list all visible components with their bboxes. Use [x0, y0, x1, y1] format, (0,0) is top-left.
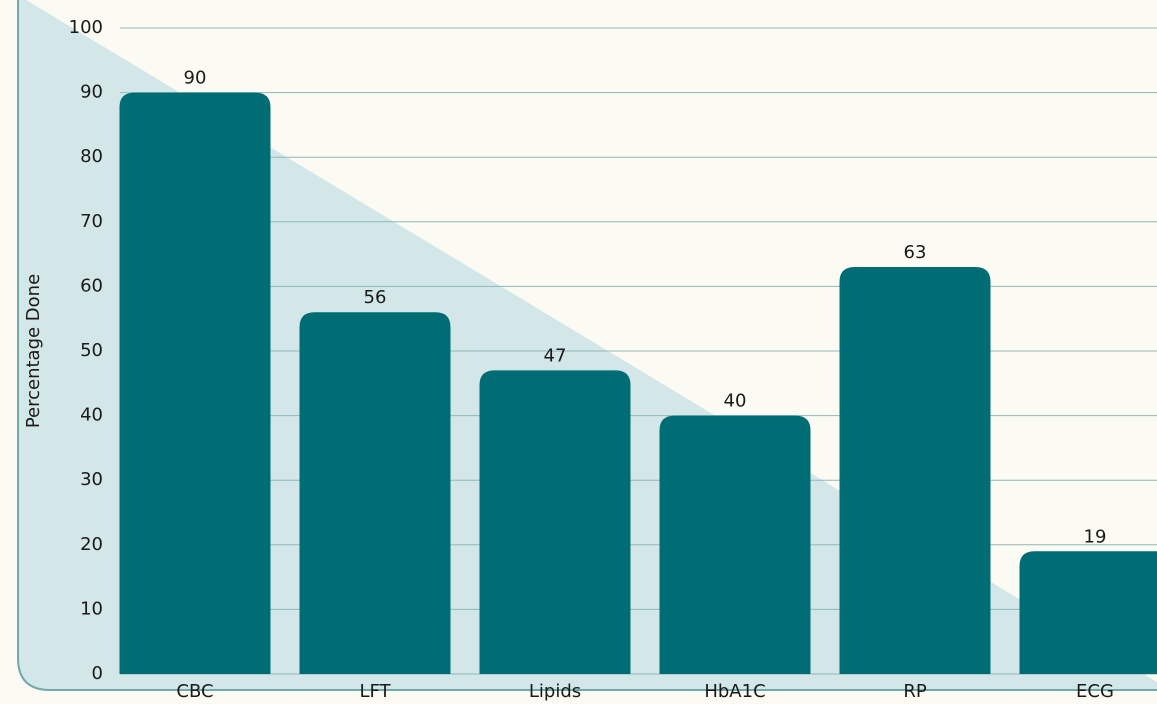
x-tick-label: CBC [176, 681, 213, 702]
data-label: 47 [544, 345, 567, 366]
bar [479, 370, 631, 674]
bar [119, 92, 271, 675]
y-tick-label: 100 [69, 17, 103, 38]
bar [299, 312, 451, 674]
y-tick-label: 10 [80, 598, 103, 619]
y-tick-label: 80 [80, 146, 103, 167]
data-label: 40 [724, 391, 747, 412]
bar [659, 415, 811, 674]
y-tick-label: 90 [80, 82, 103, 103]
y-tick-label: 40 [80, 405, 103, 426]
data-label: 56 [364, 287, 387, 308]
data-label: 90 [184, 68, 207, 89]
data-label: 63 [904, 242, 927, 263]
x-tick-label: HbA1C [704, 681, 765, 702]
y-tick-label: 20 [80, 534, 103, 555]
bar [839, 267, 991, 674]
bar [1019, 551, 1157, 674]
data-label: 19 [1084, 526, 1107, 547]
y-tick-label: 0 [92, 663, 103, 684]
y-axis-label: Percentage Done [23, 274, 44, 428]
x-tick-label: LFT [359, 681, 391, 702]
x-tick-label: RP [903, 681, 927, 702]
y-tick-label: 70 [80, 211, 103, 232]
y-tick-label: 50 [80, 340, 103, 361]
y-tick-label: 60 [80, 275, 103, 296]
x-tick-label: ECG [1076, 681, 1114, 702]
y-tick-label: 30 [80, 469, 103, 490]
x-tick-label: Lipids [529, 681, 581, 702]
